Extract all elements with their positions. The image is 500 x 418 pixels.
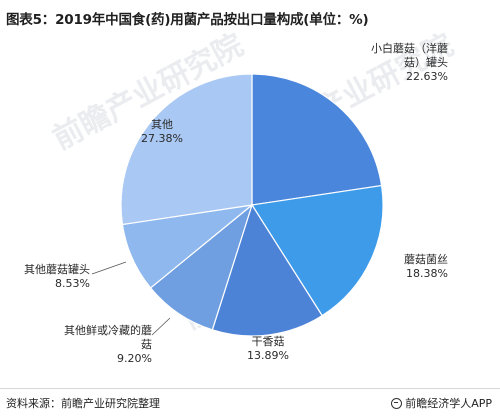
slice-value-label: 22.63% (406, 70, 448, 83)
pie-slice (251, 73, 383, 206)
source-note: 资料来源：前瞻产业研究院整理 (6, 397, 160, 410)
leader-line (151, 317, 171, 336)
slice-category-label: 蘑菇菌丝 (404, 252, 448, 266)
slice-value-label: 8.53% (55, 277, 90, 290)
slice-value-label: 13.89% (247, 349, 289, 362)
slice-category-label: 其他 (151, 118, 173, 131)
slice-category-label: 小白蘑菇（洋蘑 (371, 41, 448, 55)
chart-title: 图表5：2019年中国食(药)用菌产品按出口量构成(单位：%) (6, 12, 369, 28)
slice-value-label: 9.20% (117, 352, 152, 365)
pie-slice (251, 184, 384, 317)
slice-category-label: 其他蘑菇罐头 (24, 262, 90, 276)
pie-slices (120, 73, 384, 337)
pie-slice (211, 203, 323, 337)
leader-lines (91, 261, 171, 336)
slice-value-label: 27.38% (141, 132, 183, 145)
footer-divider (0, 388, 500, 389)
leader-line (91, 261, 127, 275)
slice-category-label: 菇）罐头 (404, 55, 448, 69)
brand-mark: 前瞻经济学人APP (391, 395, 492, 411)
slice-category-label: 菇 (141, 337, 152, 351)
pie-slice (120, 73, 253, 226)
slice-category-label: 干香菇 (252, 334, 285, 348)
slice-category-label: 其他鲜或冷藏的蘑 (64, 323, 152, 337)
brand-text: 前瞻经济学人APP (405, 397, 492, 410)
brand-logo-icon (391, 397, 403, 409)
slice-value-label: 18.38% (406, 267, 448, 280)
